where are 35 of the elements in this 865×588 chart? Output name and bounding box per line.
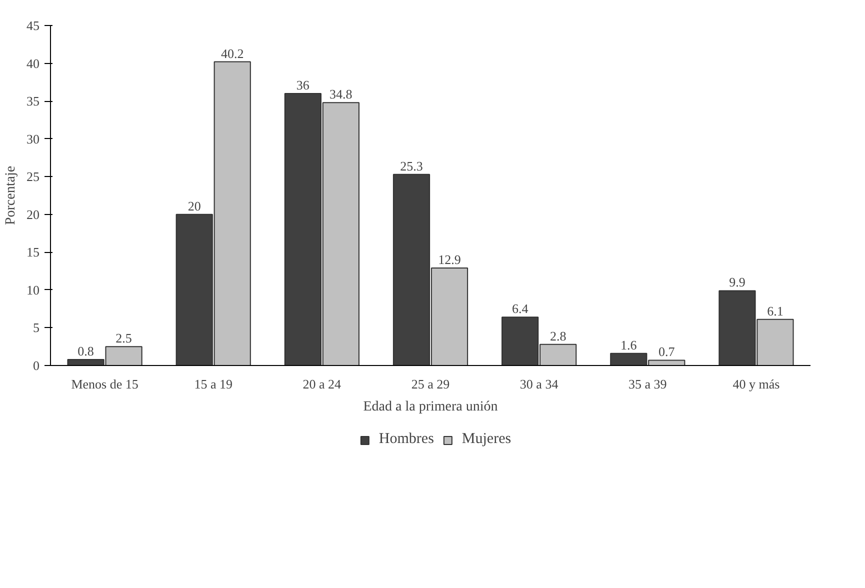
- x-tick-label: Menos de 15: [71, 376, 138, 392]
- y-tick-label: 0: [33, 358, 40, 373]
- x-tick-label: 40 y más: [732, 376, 780, 392]
- y-tick-label: 20: [26, 206, 40, 222]
- y-tick-label: 45: [26, 18, 40, 33]
- data-label: 6.1: [767, 303, 784, 318]
- y-tick-label: 25: [26, 169, 40, 184]
- data-label: 9.9: [729, 274, 746, 290]
- y-tick-label: 10: [26, 282, 40, 298]
- x-tick-label: 20 a 24: [302, 376, 342, 392]
- y-tick-label: 15: [26, 244, 40, 260]
- y-tick-label: 40: [26, 56, 40, 71]
- data-label: 0.7: [658, 344, 676, 360]
- y-axis-title: Porcentaje: [4, 166, 18, 226]
- data-label: 20: [188, 198, 201, 214]
- data-label: 1.6: [620, 337, 638, 352]
- data-label: 2.5: [116, 330, 132, 346]
- data-label: 25.3: [400, 158, 423, 174]
- x-tick-label: 35 a 39: [628, 376, 667, 392]
- data-label: 6.4: [512, 301, 529, 316]
- legend-label: Mujeres: [462, 431, 512, 448]
- data-label: 34.8: [330, 86, 352, 102]
- x-tick-label: 30 a 34: [520, 376, 559, 392]
- data-label: 12.9: [438, 252, 461, 268]
- y-tick-label: 35: [26, 94, 40, 109]
- y-tick-label: 30: [26, 131, 40, 146]
- data-label: 36: [296, 78, 310, 92]
- data-label: 40.2: [220, 46, 244, 61]
- legend-label: Hombres: [378, 431, 434, 448]
- x-axis-title: Edad a la primera unión: [363, 400, 498, 414]
- y-tick-label: 5: [33, 320, 40, 336]
- x-tick-label: 15 a 19: [194, 376, 233, 392]
- data-label: 2.8: [550, 328, 566, 344]
- x-tick-label: 25 a 29: [411, 376, 450, 392]
- data-label: 0.8: [78, 343, 94, 358]
